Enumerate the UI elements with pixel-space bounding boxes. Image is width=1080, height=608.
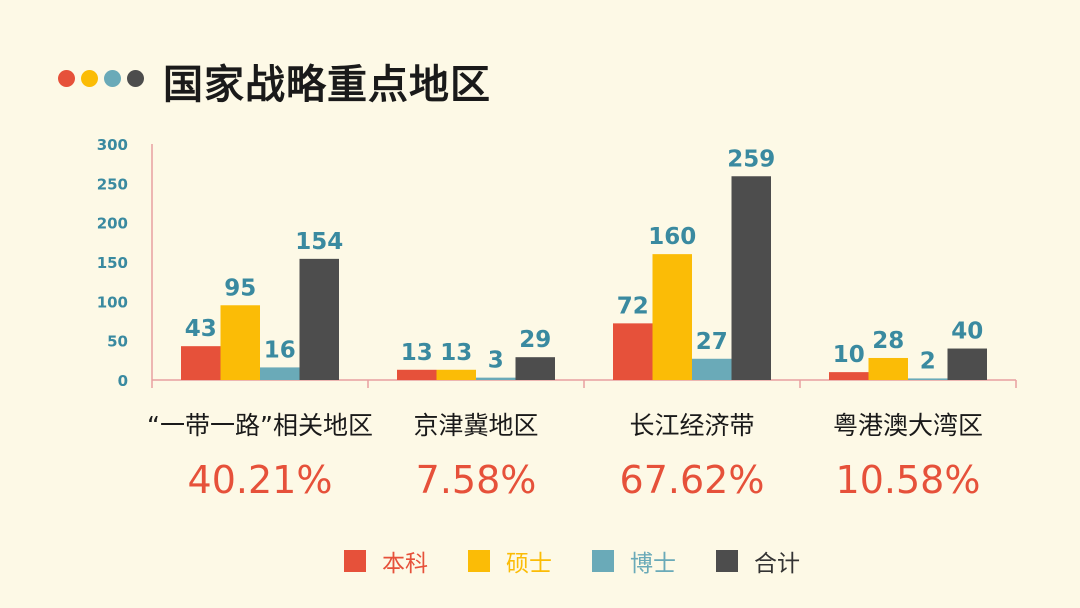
legend-label: 硕士 — [506, 551, 552, 577]
legend-item-bachelor: 本科 — [344, 544, 428, 578]
y-tick-label: 200 — [97, 215, 128, 233]
legend-item-master: 硕士 — [468, 544, 552, 578]
legend-swatch — [344, 550, 366, 572]
bar — [652, 254, 692, 380]
legend-swatch — [716, 550, 738, 572]
legend-label: 本科 — [382, 551, 428, 577]
legend-item-doctor: 博士 — [592, 544, 676, 578]
bar-value-label: 16 — [264, 337, 296, 363]
legend-swatch — [592, 550, 614, 572]
bar — [868, 357, 908, 380]
bar — [692, 358, 732, 380]
bar — [299, 258, 339, 380]
bar-value-label: 2 — [920, 348, 936, 374]
bar — [260, 367, 300, 380]
bar-value-label: 27 — [696, 329, 728, 355]
bar — [731, 176, 771, 380]
bar-value-label: 29 — [519, 327, 551, 353]
bar — [436, 369, 476, 380]
bar-value-label: 10 — [833, 342, 865, 368]
header-dots — [58, 70, 144, 87]
bar — [515, 357, 555, 380]
y-tick-label: 100 — [97, 293, 128, 311]
y-tick-label: 250 — [97, 175, 128, 193]
percentage-label: 67.62% — [620, 458, 765, 502]
bar — [908, 378, 948, 380]
bar — [220, 305, 260, 380]
y-tick-label: 0 — [118, 372, 128, 390]
legend-item-total: 合计 — [716, 544, 800, 578]
bar-value-label: 259 — [727, 146, 775, 172]
category-label: 京津冀地区 — [413, 411, 538, 440]
bar-value-label: 13 — [401, 340, 433, 366]
page-title: 国家战略重点地区 — [163, 62, 491, 108]
percentage-label: 40.21% — [188, 458, 333, 502]
bar-value-label: 154 — [295, 229, 343, 255]
bar-value-label: 13 — [440, 340, 472, 366]
dot-yellow — [81, 70, 98, 87]
y-tick-label: 150 — [97, 254, 128, 272]
dot-gray — [127, 70, 144, 87]
legend-label: 合计 — [754, 551, 800, 577]
bar-value-label: 3 — [488, 348, 504, 374]
percentage-label: 7.58% — [416, 458, 537, 502]
bar — [947, 348, 987, 380]
dot-blue — [104, 70, 121, 87]
percentage-label: 10.58% — [836, 458, 981, 502]
legend: 本科 硕士 博士 合计 — [344, 544, 800, 578]
y-tick-label: 300 — [97, 136, 128, 154]
category-label: 长江经济带 — [629, 411, 754, 440]
bar — [476, 377, 516, 380]
category-label: “一带一路”相关地区 — [147, 411, 373, 440]
bar-value-label: 43 — [185, 316, 217, 342]
bar-value-label: 160 — [648, 224, 696, 250]
legend-swatch — [468, 550, 490, 572]
bar — [181, 346, 221, 380]
bar — [829, 372, 869, 380]
category-label: 粤港澳大湾区 — [833, 411, 983, 440]
bar-value-label: 72 — [617, 293, 649, 319]
legend-label: 博士 — [630, 551, 676, 577]
bar-value-label: 40 — [951, 319, 983, 345]
dot-red — [58, 70, 75, 87]
bar — [613, 323, 653, 380]
y-tick-label: 50 — [107, 333, 128, 351]
bar-value-label: 95 — [224, 275, 256, 301]
bar — [397, 369, 437, 380]
bar-value-label: 28 — [872, 328, 904, 354]
